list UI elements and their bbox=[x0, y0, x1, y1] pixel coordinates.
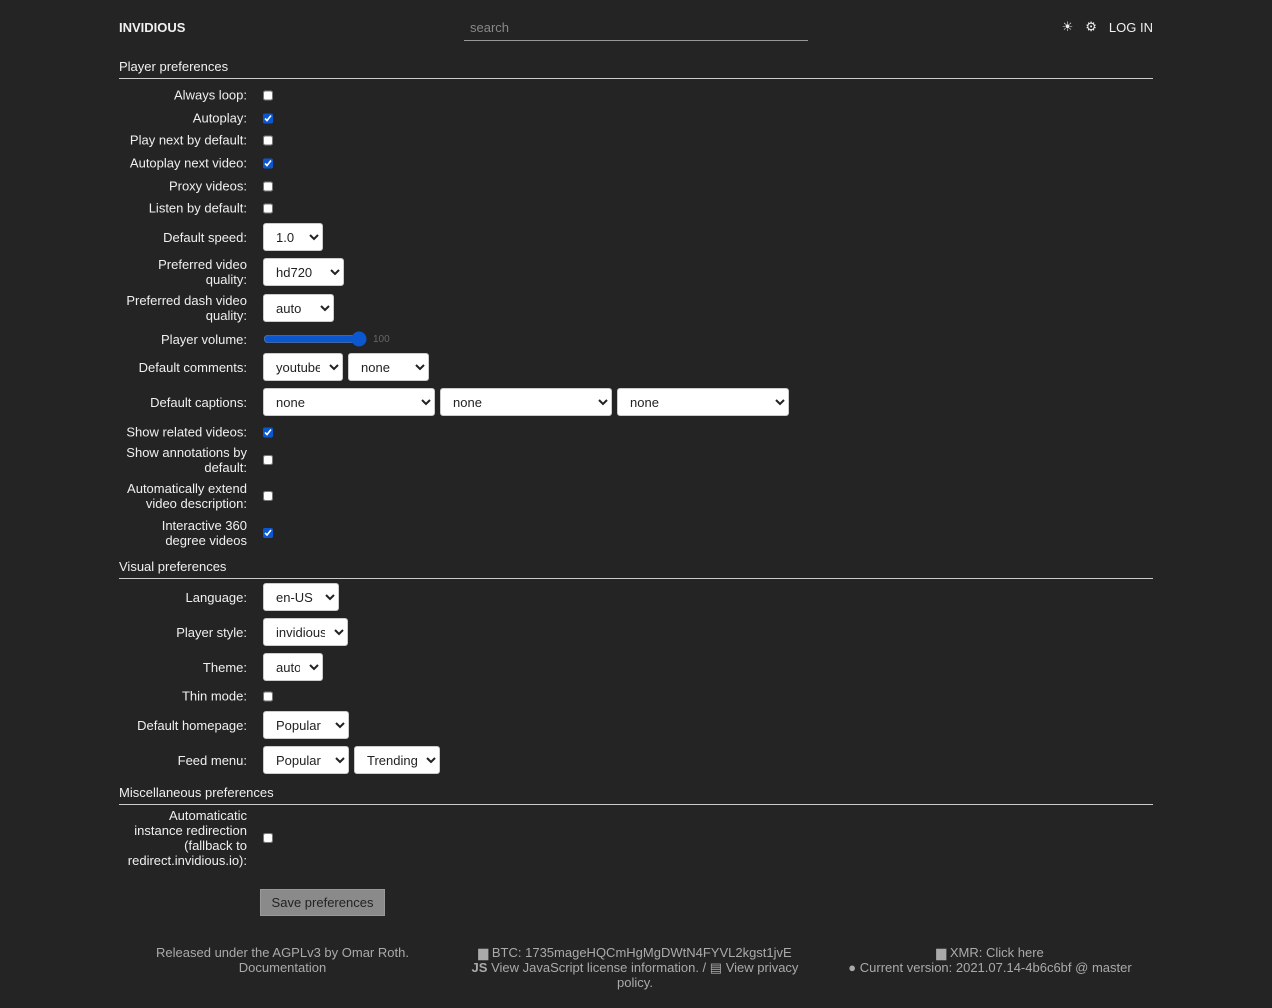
btc-address: BTC: 1735mageHQCmHgMgDWtN4FYVL2kgst1jvE bbox=[491, 945, 792, 960]
label: Default comments: bbox=[138, 359, 247, 375]
label: Show annotations by default: bbox=[126, 445, 247, 475]
privacy-policy-link[interactable]: View privacy policy. bbox=[617, 960, 799, 990]
language-select[interactable]: en-US bbox=[263, 583, 339, 611]
label: Listen by default: bbox=[148, 200, 247, 216]
version-link[interactable]: Current version: 2021.07.14-4b6c6bf @ ma… bbox=[859, 960, 1132, 975]
label: Player style: bbox=[176, 624, 247, 640]
save-preferences-button[interactable]: Save preferences bbox=[260, 889, 385, 916]
label: Show related videos: bbox=[126, 424, 247, 440]
license-text: Released under the AGPLv3 by Omar Roth. bbox=[156, 945, 409, 960]
volume-value: 100 bbox=[373, 333, 390, 345]
homepage-select[interactable]: Popular bbox=[263, 711, 349, 739]
js-license-link[interactable]: View JavaScript license information. bbox=[491, 960, 699, 975]
extend-description-checkbox[interactable] bbox=[263, 491, 273, 501]
always-loop-checkbox[interactable] bbox=[263, 90, 273, 100]
volume-slider[interactable] bbox=[263, 331, 367, 347]
label: Default homepage: bbox=[137, 717, 247, 733]
login-link[interactable]: LOG IN bbox=[1108, 19, 1153, 35]
gear-icon[interactable]: ⚙ bbox=[1085, 19, 1097, 34]
section-misc: Miscellaneous preferences bbox=[119, 785, 1153, 805]
dash-quality-select[interactable]: auto bbox=[263, 294, 334, 322]
label: Automaticatic instance redirection (fall… bbox=[127, 808, 247, 868]
play-next-checkbox[interactable] bbox=[263, 135, 273, 145]
github-icon: ● bbox=[848, 960, 857, 975]
feed-menu-select-2[interactable]: Trending bbox=[354, 746, 440, 774]
listen-checkbox[interactable] bbox=[263, 203, 273, 213]
feed-menu-select-1[interactable]: Popular bbox=[263, 746, 349, 774]
label: Play next by default: bbox=[129, 132, 247, 148]
brand-logo[interactable]: INVIDIOUS bbox=[119, 20, 186, 35]
label: Theme: bbox=[202, 659, 247, 675]
label: Interactive 360 degree videos bbox=[161, 518, 247, 548]
annotations-checkbox[interactable] bbox=[263, 455, 273, 465]
wallet-icon: ▆ bbox=[478, 945, 489, 960]
label: Proxy videos: bbox=[168, 178, 247, 194]
label: Always loop: bbox=[174, 87, 247, 103]
section-visual: Visual preferences bbox=[119, 559, 1153, 579]
captions-select-2[interactable]: none bbox=[440, 388, 612, 416]
comments-select-1[interactable]: youtube bbox=[263, 353, 343, 381]
label: Default captions: bbox=[150, 394, 247, 410]
section-player: Player preferences bbox=[119, 59, 1153, 79]
related-checkbox[interactable] bbox=[263, 427, 273, 437]
separator: / bbox=[698, 960, 710, 975]
comments-select-2[interactable]: none bbox=[348, 353, 429, 381]
autoplay-next-checkbox[interactable] bbox=[263, 158, 273, 168]
label: Autoplay: bbox=[192, 110, 247, 126]
label: Preferred video quality: bbox=[158, 257, 247, 287]
sun-icon[interactable]: ☀ bbox=[1061, 19, 1074, 34]
speed-select[interactable]: 1.0 bbox=[263, 223, 323, 251]
documentation-link[interactable]: Documentation bbox=[238, 960, 327, 975]
label: Feed menu: bbox=[177, 752, 247, 768]
label: Default speed: bbox=[163, 229, 247, 245]
vr-checkbox[interactable] bbox=[263, 528, 273, 538]
wallet-icon: ▆ bbox=[936, 945, 947, 960]
theme-select[interactable]: auto bbox=[263, 653, 323, 681]
label: Player volume: bbox=[161, 331, 247, 347]
quality-select[interactable]: hd720 bbox=[263, 258, 344, 286]
proxy-checkbox[interactable] bbox=[263, 181, 273, 191]
xmr-link[interactable]: XMR: Click here bbox=[949, 945, 1044, 960]
search-input[interactable] bbox=[464, 14, 808, 41]
js-icon: JS bbox=[471, 960, 488, 975]
document-icon: ▤ bbox=[709, 960, 723, 975]
label: Autoplay next video: bbox=[129, 155, 247, 171]
label: Automatically extend video description: bbox=[127, 481, 247, 511]
autoplay-checkbox[interactable] bbox=[263, 113, 273, 123]
label: Thin mode: bbox=[181, 688, 247, 704]
redirect-checkbox[interactable] bbox=[263, 833, 273, 843]
label: Language: bbox=[185, 589, 247, 605]
label: Preferred dash video quality: bbox=[126, 293, 247, 323]
captions-select-1[interactable]: none bbox=[263, 388, 435, 416]
player-style-select[interactable]: invidious bbox=[263, 618, 348, 646]
thin-mode-checkbox[interactable] bbox=[263, 691, 273, 701]
captions-select-3[interactable]: none bbox=[617, 388, 789, 416]
